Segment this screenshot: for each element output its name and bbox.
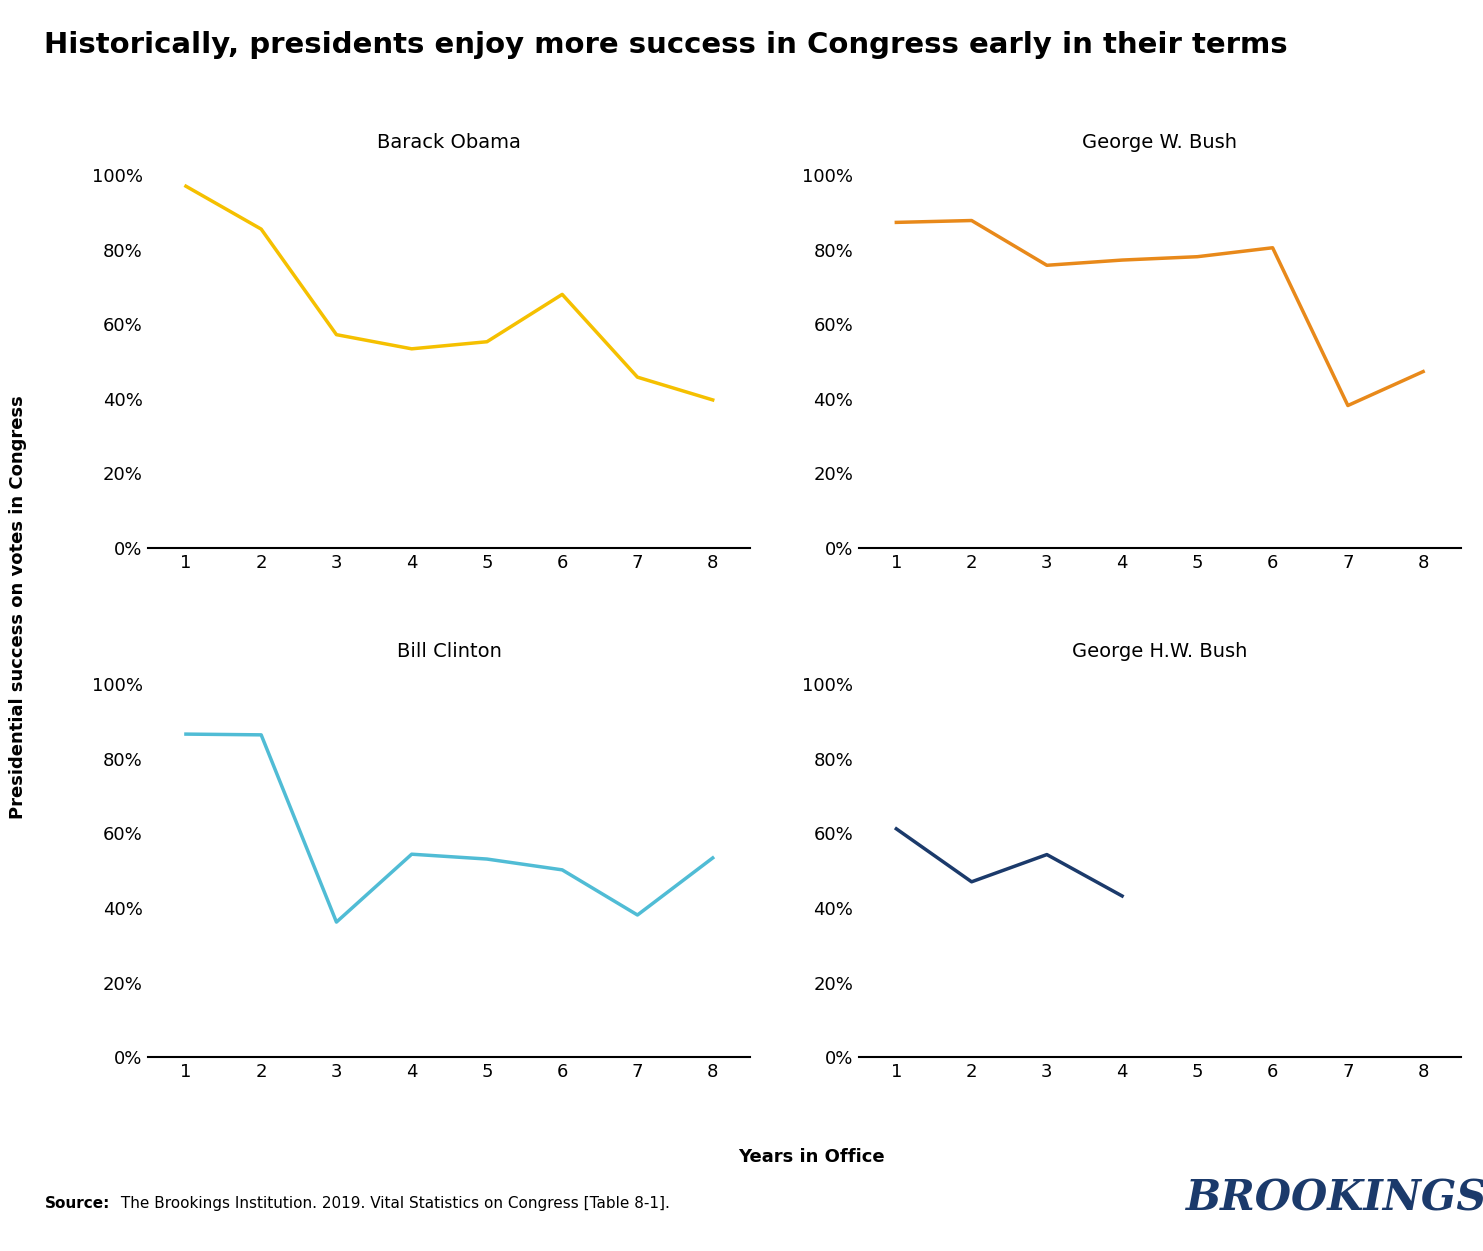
Text: Years in Office: Years in Office xyxy=(739,1148,884,1166)
Title: George W. Bush: George W. Bush xyxy=(1083,133,1237,153)
Title: George H.W. Bush: George H.W. Bush xyxy=(1072,642,1247,661)
Text: BROOKINGS: BROOKINGS xyxy=(1186,1177,1483,1220)
Title: Bill Clinton: Bill Clinton xyxy=(397,642,501,661)
Text: Source:: Source: xyxy=(44,1196,110,1211)
Text: Presidential success on votes in Congress: Presidential success on votes in Congres… xyxy=(9,395,27,818)
Text: Historically, presidents enjoy more success in Congress early in their terms: Historically, presidents enjoy more succ… xyxy=(44,31,1289,59)
Text: The Brookings Institution. 2019. Vital Statistics on Congress [Table 8-1].: The Brookings Institution. 2019. Vital S… xyxy=(116,1196,669,1211)
Title: Barack Obama: Barack Obama xyxy=(377,133,521,153)
